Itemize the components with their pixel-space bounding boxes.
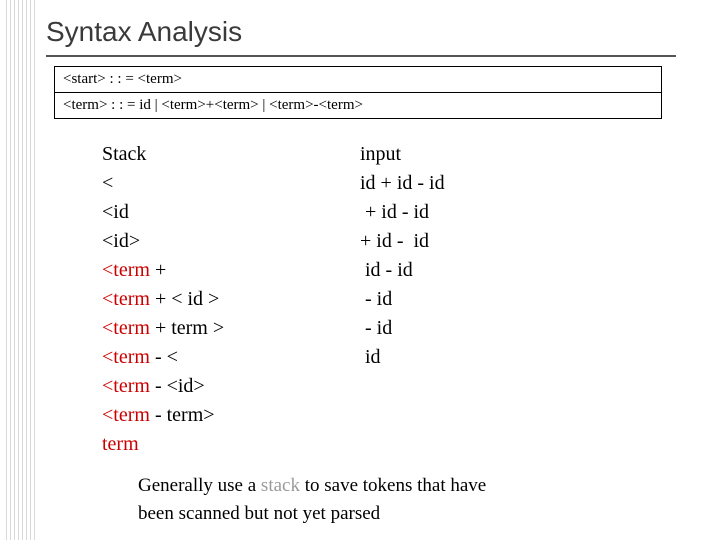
footer-post1: to save tokens that have [300,475,486,496]
stack-tail: - <id> [150,375,205,397]
header-stack: Stack [102,140,360,169]
term-token: <term [102,317,150,339]
term-token: <term [102,375,150,397]
trace-row: <id> + id - id [102,227,445,256]
stack-cell: <term + term > [102,314,360,343]
input-cell: - id [360,285,392,314]
footer-stackword: stack [261,475,300,496]
trace-row: <term - term> [102,401,445,430]
trace-row: < id + id - id [102,169,445,198]
input-cell: id - id [360,256,413,285]
input-cell: + id - id [360,198,429,227]
stack-cell: <term - < [102,343,360,372]
stack-cell: < [102,169,360,198]
input-cell: - id [360,314,392,343]
term-token: <term [102,404,150,426]
stack-cell: term [102,430,360,459]
footer-line2: been scanned but not yet parsed [138,503,380,524]
trace-row: term [102,430,445,459]
footer-pre: Generally use a [138,475,261,496]
footer-note: Generally use a stack to save tokens tha… [138,472,678,527]
term-token: <term [102,259,150,281]
stack-tail: - term> [150,404,215,426]
left-ruled-lines [0,0,35,540]
stack-cell: <term - term> [102,401,360,430]
stack-cell: <id [102,198,360,227]
trace-row: <term + < id > - id [102,285,445,314]
page-title: Syntax Analysis [46,16,242,52]
stack-tail: + [150,259,166,281]
parse-trace: Stack input < id + id - id <id + id - id… [102,140,445,459]
stack-tail: + < id > [150,288,219,310]
trace-row: <term - <id> [102,372,445,401]
stack-cell: <term - <id> [102,372,360,401]
stack-cell: <id> [102,227,360,256]
grammar-row-2: <term> : : = id | <term>+<term> | <term>… [55,93,661,118]
term-token: <term [102,346,150,368]
term-token: <term [102,288,150,310]
trace-row: <term - < id [102,343,445,372]
trace-row: <term + id - id [102,256,445,285]
header-input: input [360,140,401,169]
grammar-box: <start> : : = <term> <term> : : = id | <… [54,66,662,119]
title-underline [46,55,676,57]
stack-tail: + term > [150,317,224,339]
trace-header: Stack input [102,140,445,169]
grammar-row-1: <start> : : = <term> [55,67,661,93]
trace-row: <term + term > - id [102,314,445,343]
trace-row: <id + id - id [102,198,445,227]
stack-cell: <term + < id > [102,285,360,314]
term-token: term [102,433,139,455]
input-cell: + id - id [360,227,429,256]
stack-cell: <term + [102,256,360,285]
input-cell: id [360,343,381,372]
stack-tail: - < [150,346,178,368]
input-cell: id + id - id [360,169,445,198]
